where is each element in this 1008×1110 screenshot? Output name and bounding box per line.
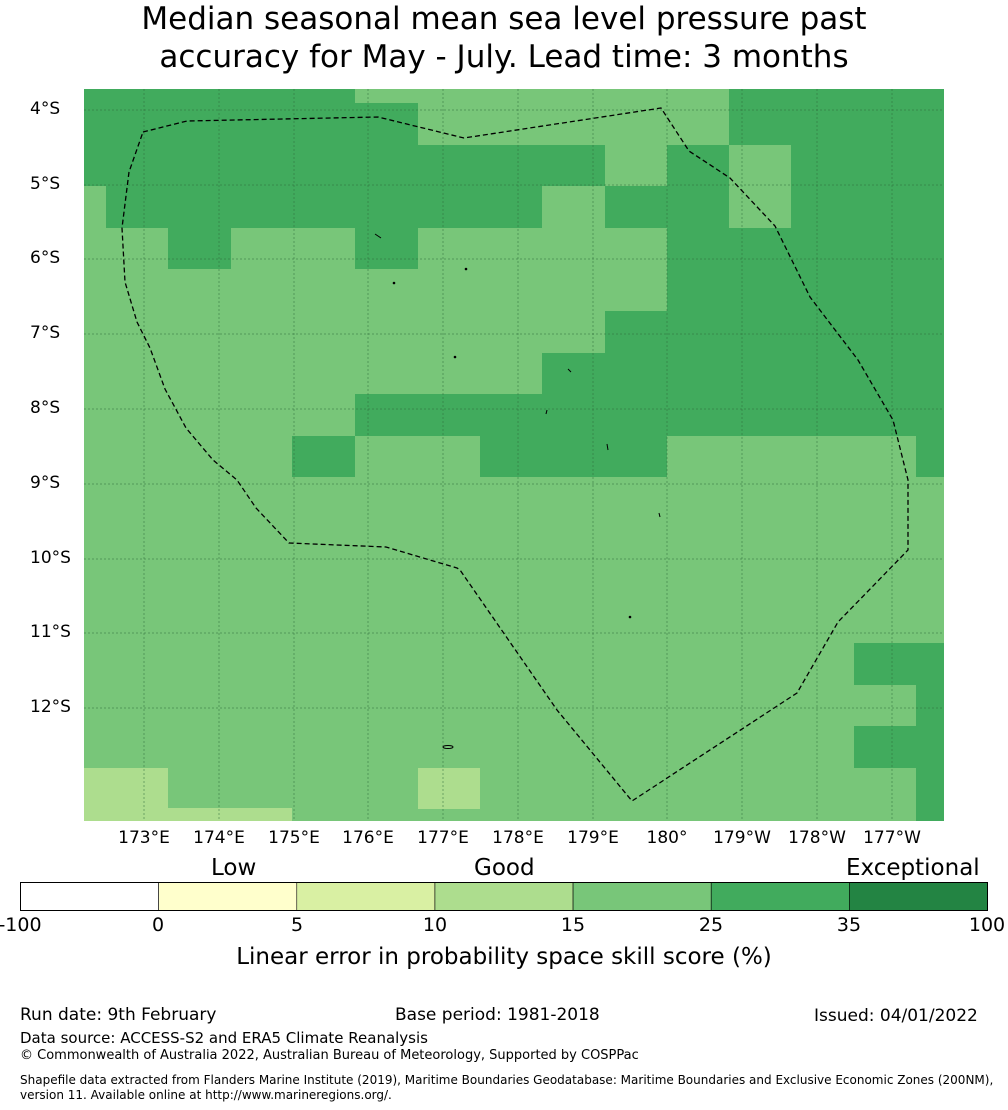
island [567, 368, 572, 373]
colorbar-tick: 5 [290, 914, 304, 936]
skill-cell [542, 353, 605, 436]
island [658, 512, 661, 518]
data-source: Data source: ACCESS-S2 and ERA5 Climate … [20, 1029, 428, 1047]
colorbar-tick: 15 [560, 914, 586, 936]
lat-label: 5°S [30, 174, 61, 194]
colorbar-segments [20, 882, 988, 911]
skill-cell [355, 228, 418, 269]
base-period: Base period: 1981-2018 [395, 1005, 600, 1025]
lon-label: 179°E [567, 828, 619, 848]
colorbar-segment [710, 882, 850, 911]
colorbar-outline [20, 882, 988, 911]
lat-label: 11°S [30, 622, 71, 642]
colorbar-tick: 0 [151, 914, 165, 936]
island [464, 267, 468, 271]
skill-cell [605, 311, 944, 436]
skill-cells [84, 89, 944, 821]
island [453, 355, 457, 359]
skill-cell [729, 89, 944, 145]
skill-cell [418, 768, 480, 809]
lon-label: 178°W [788, 828, 846, 848]
skill-cell [605, 186, 667, 228]
colorbar-segment [20, 882, 159, 911]
skill-cell [84, 768, 168, 821]
colorbar-tick: -100 [0, 914, 42, 936]
island [374, 233, 382, 239]
colorbar-segment [849, 882, 988, 911]
skill-cell [480, 436, 667, 477]
skill-cell [418, 145, 605, 186]
lon-label: 179°W [713, 828, 771, 848]
skill-cell [916, 685, 944, 821]
skill-cell [84, 89, 355, 186]
islands [374, 233, 661, 749]
lon-label: 175°E [268, 828, 320, 848]
skill-cell [168, 808, 292, 821]
skill-cell [854, 643, 944, 685]
category-low: Low [211, 855, 257, 881]
colorbar-segment [572, 882, 712, 911]
colorbar-tick: 10 [422, 914, 448, 936]
lon-label: 178°E [492, 828, 544, 848]
eez-boundary [121, 107, 909, 802]
map-gridlines [84, 89, 944, 821]
skill-cell [854, 726, 916, 768]
lon-label: 173°E [118, 828, 170, 848]
lon-label: 176°E [342, 828, 394, 848]
colorbar-title: Linear error in probability space skill … [236, 944, 772, 970]
island [545, 409, 548, 415]
title-line-2: accuracy for May - July. Lead time: 3 mo… [159, 39, 849, 75]
skill-map [84, 89, 944, 821]
colorbar-tick: 100 [968, 914, 1006, 936]
skill-cell [667, 186, 729, 312]
colorbar [20, 882, 988, 911]
shapefile-credit-2: version 11. Available online at http://w… [20, 1088, 392, 1102]
island [392, 281, 396, 285]
run-date: Run date: 9th February [20, 1005, 217, 1025]
lat-label: 12°S [30, 697, 71, 717]
skill-cell [916, 436, 944, 477]
issued-date: Issued: 04/01/2022 [814, 1006, 978, 1026]
island [442, 745, 454, 749]
skill-cell [106, 186, 542, 228]
skill-cell [791, 145, 944, 228]
colorbar-segment [158, 882, 298, 911]
lat-label: 9°S [30, 473, 61, 493]
title-line-1: Median seasonal mean sea level pressure … [141, 1, 867, 37]
skill-cell [667, 145, 729, 186]
island [606, 443, 609, 451]
colorbar-segment [434, 882, 574, 911]
lat-label: 6°S [30, 248, 61, 268]
chart-title: Median seasonal mean sea level pressure … [0, 0, 1008, 76]
colorbar-segment [296, 882, 436, 911]
skill-cell [729, 228, 944, 312]
category-good: Good [474, 855, 535, 881]
lat-label: 4°S [30, 99, 61, 119]
lat-label: 10°S [30, 548, 71, 568]
skill-cell [292, 436, 355, 477]
copyright: © Commonwealth of Australia 2022, Austra… [20, 1048, 639, 1063]
skill-cell [355, 103, 418, 186]
colorbar-tick: 25 [698, 914, 724, 936]
category-exceptional: Exceptional [846, 855, 980, 881]
skill-cell [168, 228, 231, 269]
shapefile-credit-1: Shapefile data extracted from Flanders M… [20, 1073, 994, 1087]
lat-label: 7°S [30, 323, 61, 343]
lon-label: 174°E [193, 828, 245, 848]
lon-label: 177°E [417, 828, 469, 848]
lat-label: 8°S [30, 398, 61, 418]
island [628, 615, 632, 619]
lon-label: 177°W [863, 828, 921, 848]
colorbar-tick: 35 [836, 914, 862, 936]
skill-cell [355, 394, 542, 436]
lon-label: 180° [646, 828, 688, 848]
